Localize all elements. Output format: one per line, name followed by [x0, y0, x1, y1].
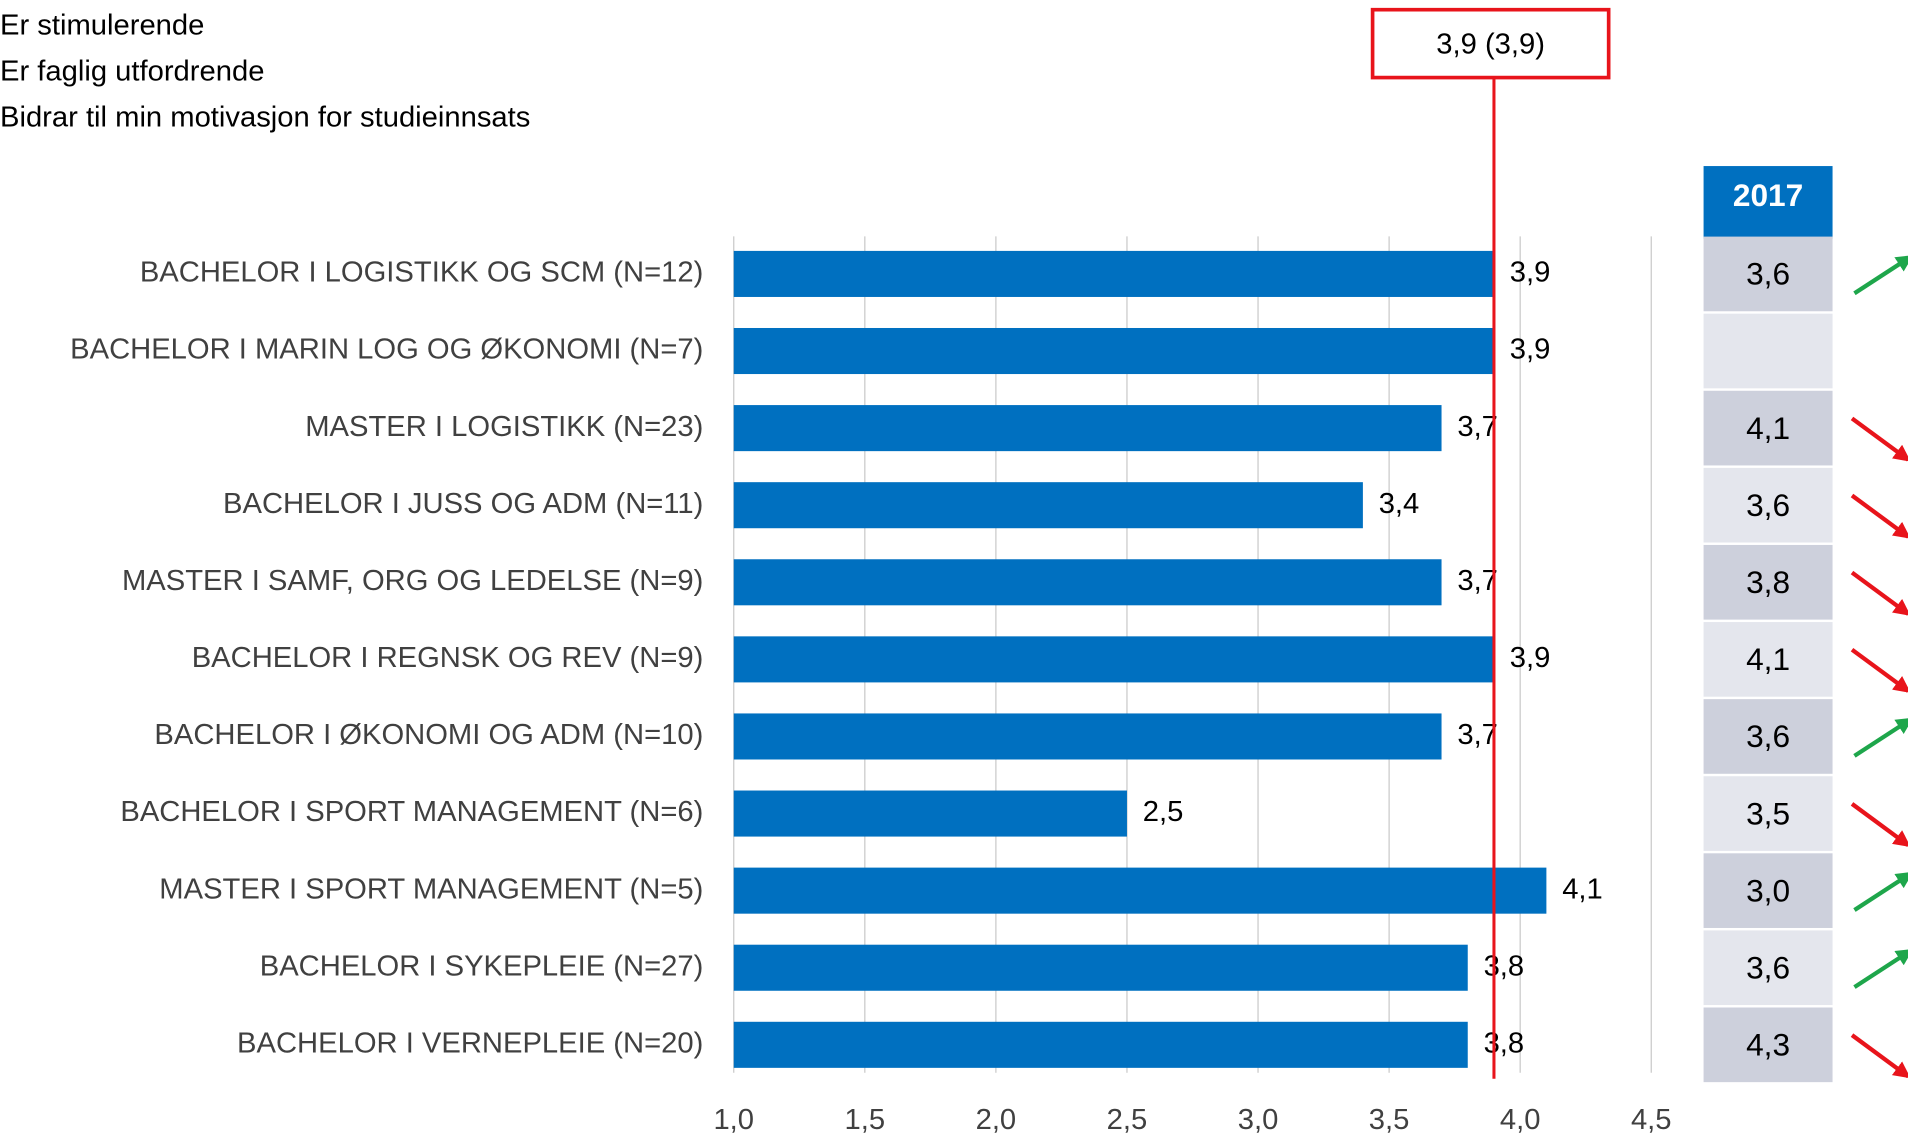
previous-value: 3,6 [1746, 487, 1790, 523]
trend-arrow-up [1853, 717, 1908, 758]
trend-arrow-up [1853, 255, 1908, 296]
previous-value: 4,3 [1746, 1027, 1790, 1063]
table-cell [1703, 699, 1833, 774]
bar [733, 790, 1127, 837]
x-tick-label: 1,5 [845, 1104, 886, 1136]
trend-arrow-down [1850, 647, 1908, 693]
previous-value: 4,1 [1746, 410, 1790, 446]
category-label: BACHELOR I LOGISTIKK OG SCM (N=12) [140, 257, 704, 289]
value-label: 3,8 [1484, 950, 1525, 982]
category-label: BACHELOR I ØKONOMI OG ADM (N=10) [154, 719, 703, 751]
bar [733, 405, 1442, 452]
table-cell [1703, 313, 1833, 389]
x-tick-label: 3,5 [1369, 1104, 1410, 1136]
bar [733, 867, 1547, 914]
subtitle-line: Bidrar til min motivasjon for studieinns… [0, 102, 530, 134]
x-tick-label: 4,0 [1500, 1104, 1541, 1136]
value-label: 3,7 [1457, 411, 1498, 443]
bar [733, 250, 1494, 297]
trend-arrow-down [1850, 416, 1908, 462]
bar [733, 713, 1442, 760]
value-label: 3,9 [1510, 642, 1551, 674]
trend-arrow-down [1850, 1033, 1908, 1079]
table-header-cell [1703, 166, 1833, 239]
value-label: 4,1 [1562, 873, 1603, 905]
bar [733, 559, 1442, 606]
subtitle-line: Er stimulerende [0, 9, 204, 41]
previous-value: 3,6 [1746, 950, 1790, 986]
bar [733, 482, 1363, 529]
x-tick-label: 3,0 [1238, 1104, 1279, 1136]
trend-arrow-down [1850, 802, 1908, 848]
value-label: 3,9 [1510, 334, 1551, 366]
table-cell [1703, 390, 1833, 466]
previous-value: 3,0 [1746, 872, 1790, 908]
x-tick-label: 2,5 [1107, 1104, 1148, 1136]
table-cell [1703, 236, 1833, 312]
value-label: 3,4 [1379, 488, 1420, 520]
previous-value: 4,1 [1746, 641, 1790, 677]
bar [733, 327, 1494, 375]
reference-label: 3,9 (3,9) [1436, 29, 1545, 61]
category-label: BACHELOR I JUSS OG ADM (N=11) [223, 488, 703, 520]
table-cell [1703, 853, 1833, 928]
category-label: MASTER I LOGISTIKK (N=23) [305, 411, 703, 443]
category-label: MASTER I SAMF, ORG OG LEDELSE (N=9) [122, 565, 703, 597]
category-label: BACHELOR I VERNEPLEIE (N=20) [237, 1028, 703, 1060]
table-cell [1703, 776, 1833, 851]
previous-value: 3,6 [1746, 256, 1790, 292]
previous-value: 3,5 [1746, 795, 1790, 831]
value-label: 2,5 [1143, 796, 1184, 828]
trend-arrow-down [1850, 570, 1908, 616]
value-label: 3,8 [1484, 1028, 1525, 1060]
reference-box [1370, 7, 1611, 80]
bar [733, 1021, 1468, 1068]
value-label: 3,7 [1457, 719, 1498, 751]
trend-arrow-up [1853, 948, 1908, 989]
previous-value: 3,8 [1746, 564, 1790, 600]
table-cell [1703, 544, 1833, 620]
bar [733, 636, 1494, 683]
category-label: BACHELOR I REGNSK OG REV (N=9) [192, 642, 704, 674]
x-tick-label: 4,5 [1631, 1104, 1672, 1136]
value-label: 3,7 [1457, 565, 1498, 597]
category-label: BACHELOR I MARIN LOG OG ØKONOMI (N=7) [70, 334, 703, 366]
trend-arrow-down [1850, 493, 1908, 539]
table-cell [1703, 622, 1833, 697]
subtitle-line: Er faglig utfordrende [0, 55, 264, 87]
table-cell [1703, 1007, 1833, 1083]
category-label: MASTER I SPORT MANAGEMENT (N=5) [159, 873, 703, 905]
table-header: 2017 [1733, 177, 1803, 213]
trend-arrow-up [1853, 871, 1908, 912]
previous-value: 3,6 [1746, 718, 1790, 754]
bar [733, 944, 1468, 991]
x-tick-label: 2,0 [976, 1104, 1017, 1136]
table-cell [1703, 467, 1833, 543]
x-tick-label: 1,0 [713, 1104, 754, 1136]
value-label: 3,9 [1510, 257, 1551, 289]
table-cell [1703, 930, 1833, 1006]
category-label: BACHELOR I SPORT MANAGEMENT (N=6) [120, 796, 703, 828]
category-label: BACHELOR I SYKEPLEIE (N=27) [260, 950, 704, 982]
